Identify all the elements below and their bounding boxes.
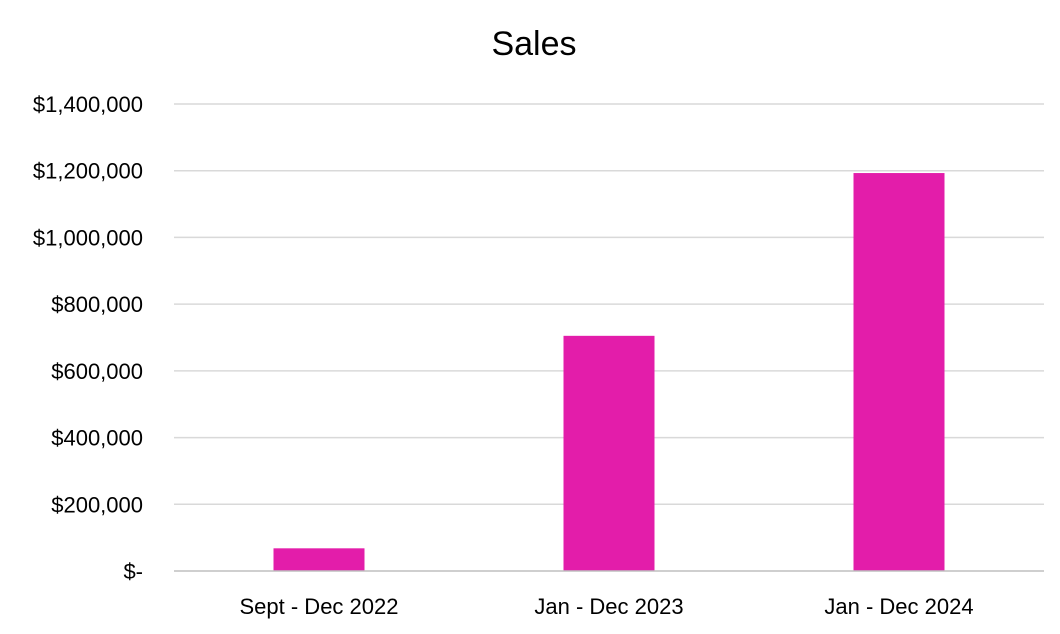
y-axis-tick-labels: $- $200,000 $400,000 $600,000 $800,000 $1,000… [33, 92, 143, 584]
bar-2 [563, 335, 655, 571]
x-axis-tick-labels: Sept - Dec 2022 Jan - Dec 2023 Jan - Dec 2… [240, 594, 974, 619]
x-tick-label: Jan - Dec 2024 [824, 594, 973, 619]
y-tick-label: $1,400,000 [33, 92, 143, 117]
y-tick-label: $200,000 [51, 492, 143, 517]
bar-3 [853, 173, 945, 571]
x-tick-label: Sept - Dec 2022 [240, 594, 399, 619]
x-tick-label: Jan - Dec 2023 [534, 594, 683, 619]
y-tick-label: $600,000 [51, 359, 143, 384]
bar-1 [273, 548, 365, 571]
y-tick-label: $1,000,000 [33, 225, 143, 250]
y-tick-label: $800,000 [51, 292, 143, 317]
y-tick-label: $400,000 [51, 426, 143, 451]
chart-title: Sales [491, 25, 576, 63]
y-tick-label: $- [123, 559, 143, 584]
bars [273, 173, 945, 571]
y-tick-label: $1,200,000 [33, 159, 143, 184]
